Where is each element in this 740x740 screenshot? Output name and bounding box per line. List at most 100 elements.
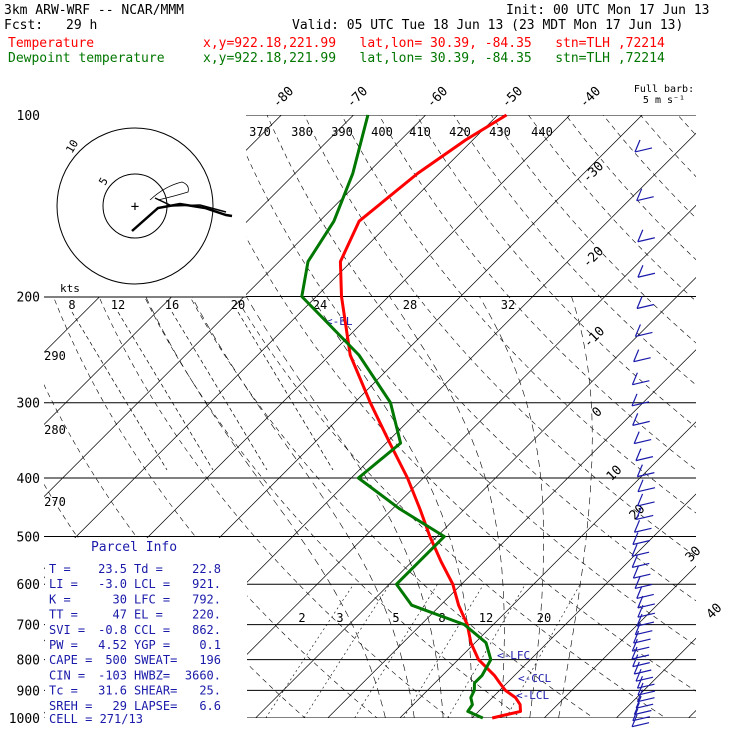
moist-adiabat-line <box>311 296 473 718</box>
forecast-label: Fcst: <box>4 18 44 33</box>
wind-barb <box>636 196 654 202</box>
wind-barb <box>634 576 641 589</box>
wind-barb <box>636 303 655 310</box>
valid-time: Valid: 05 UTC Tue 18 Jun 13 (23 MDT Mon … <box>292 18 684 33</box>
isotherm-label: -60 <box>424 84 451 111</box>
dry-adiabat-line <box>416 115 696 428</box>
isotherm-line <box>182 204 696 718</box>
dry-adiabat-line <box>154 115 667 718</box>
theta-label: 370 <box>249 125 271 139</box>
isotherm-label: -20 <box>580 244 607 271</box>
wind-barb <box>632 539 651 546</box>
dry-adiabat-line <box>117 115 595 718</box>
parcel-info-value: 3660. <box>185 668 221 682</box>
wind-barb <box>634 709 652 716</box>
speed-label: 16 <box>165 298 179 312</box>
dry-adiabat-line <box>266 115 696 602</box>
wind-barb <box>634 583 653 590</box>
parcel-info-key: SVI = <box>49 623 85 637</box>
moist-adiabat-line <box>191 296 415 718</box>
moist-adiabat-line <box>246 296 444 718</box>
dry-adiabat-line <box>229 115 696 646</box>
wind-barb <box>634 324 641 337</box>
parcel-info-key: CCL = <box>134 623 170 637</box>
pressure-label: 1000 <box>9 712 40 727</box>
wind-barb <box>635 456 654 462</box>
isotherm-line <box>687 709 696 718</box>
speed-label: 8 <box>68 298 75 312</box>
wind-barb <box>637 272 656 278</box>
wind-barb <box>637 595 644 609</box>
parcel-info-value: 500 <box>105 653 127 667</box>
parcel-info-key: TT = <box>49 608 78 622</box>
hodograph-ring <box>56 127 214 285</box>
speed-label: 24 <box>313 298 327 312</box>
wind-barb <box>633 661 640 675</box>
parcel-info-key: EL = <box>134 608 163 622</box>
barb-header-units: 5 m s⁻¹ <box>643 95 685 106</box>
hodograph-panel <box>44 115 246 297</box>
hodograph-ring-label: 10 <box>63 138 81 156</box>
parcel-info-value: 792. <box>192 592 221 606</box>
wind-barb <box>631 543 638 557</box>
wind-barb <box>637 501 655 507</box>
wind-barb <box>634 669 652 675</box>
parcel-info-value: 6.6 <box>199 699 221 713</box>
wind-barb <box>632 716 650 722</box>
init-time: Init: 00 UTC Mon 17 Jun 13 <box>506 3 710 18</box>
parcel-info-key: PW = <box>49 638 78 652</box>
hodo-direction-label: 280 <box>44 423 66 437</box>
isotherm-line <box>327 349 696 718</box>
wind-barb <box>634 439 652 445</box>
wind-barb <box>631 372 638 385</box>
dry-adiabat-line <box>44 118 450 718</box>
model-title: 3km ARW-WRF -- NCAR/MMM <box>4 3 185 18</box>
wind-barb <box>631 646 638 660</box>
wind-barb <box>636 613 643 627</box>
isotherm-label: 40 <box>704 601 726 623</box>
wind-barb <box>632 413 639 426</box>
wind-barb <box>633 520 641 533</box>
wind-barb <box>634 527 652 533</box>
parcel-info-key: LAPSE= <box>134 699 177 713</box>
isotherm-label: -40 <box>577 84 604 111</box>
hodo-direction-label: 270 <box>44 495 66 509</box>
level-marker: <-CCL <box>518 672 551 685</box>
speed-label: 32 <box>501 298 515 312</box>
mixing-ratio-label: 2 <box>298 611 305 625</box>
wind-barb <box>636 188 643 201</box>
wind-barb <box>631 393 638 407</box>
wind-barb <box>635 448 642 461</box>
isotherm-line <box>44 115 499 570</box>
isotherm-label: -80 <box>270 84 297 111</box>
isotherm-label: -10 <box>581 324 608 351</box>
parcel-info-title: Parcel Info <box>91 540 177 555</box>
pressure-label: 900 <box>17 684 40 699</box>
wind-barb <box>636 296 643 309</box>
parcel-info-key: CAPE = <box>49 653 92 667</box>
theta-label: 440 <box>531 125 553 139</box>
mixing-ratio-label: 20 <box>537 611 551 625</box>
isotherm-line <box>615 637 696 718</box>
mixing-ratio-line <box>265 584 354 718</box>
wind-barb <box>631 551 650 557</box>
hodograph-trace <box>154 197 227 213</box>
dewpoint-location: x,y=922.18,221.99 lat,lon= 30.39, -84.35… <box>203 51 665 66</box>
isotherm-label: 30 <box>683 544 705 566</box>
dry-adiabat-line <box>565 115 696 261</box>
parcel-info-key: Tc = <box>49 684 78 698</box>
wind-barb <box>633 349 640 362</box>
hodograph-loop <box>149 181 189 201</box>
temperature-location: x,y=922.18,221.99 lat,lon= 30.39, -84.35… <box>203 36 665 51</box>
wind-barb <box>635 676 654 682</box>
forecast-hours: 29 h <box>66 18 98 33</box>
isotherm-line <box>44 115 427 498</box>
parcel-info-value: 4.52 <box>98 638 127 652</box>
wind-barb <box>633 573 651 579</box>
wind-barb <box>632 562 650 569</box>
wind-barb <box>635 630 653 636</box>
parcel-info-key: T = <box>49 562 71 576</box>
parcel-info-key: Td = <box>134 562 163 576</box>
parcel-info-value: 22.8 <box>192 562 221 576</box>
isotherm-line <box>399 421 696 718</box>
